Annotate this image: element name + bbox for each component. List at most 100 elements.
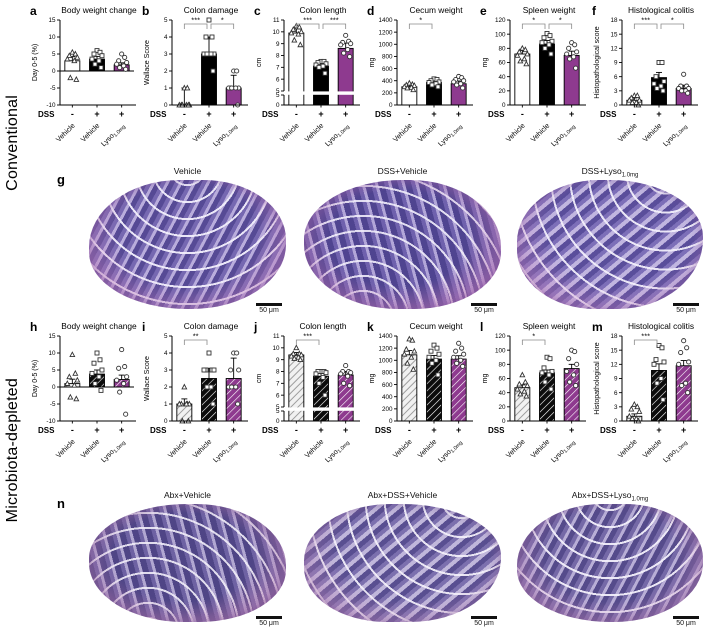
scale-bar-label: 50 μm: [676, 307, 696, 314]
panel-f-chart: f Histological colitis Histopathological s…: [590, 2, 702, 165]
svg-text:b: b: [142, 4, 149, 18]
chart-svg-h: h Body weight change Day 0-5 (%) -10 -5 0 5 10 1…: [30, 320, 137, 465]
svg-text:6: 6: [614, 390, 618, 397]
scale-bar: 50 μm: [256, 303, 282, 314]
svg-text:Vehicle: Vehicle: [278, 437, 301, 460]
svg-text:DSS: DSS: [38, 110, 55, 119]
svg-text:Lyso1.0mg: Lyso1.0mg: [323, 437, 351, 465]
svg-text:400: 400: [382, 78, 393, 85]
svg-text:*: *: [419, 16, 422, 25]
svg-text:40: 40: [498, 74, 506, 81]
scale-bar-line: [256, 616, 282, 619]
svg-text:+: +: [681, 425, 686, 435]
histology-title: Vehicle: [173, 166, 202, 176]
svg-text:Vehicle: Vehicle: [616, 121, 639, 144]
svg-text:Wallace Score: Wallace Score: [144, 40, 151, 85]
chart-svg-l: l Spleen weight mg 0 20 40 60 80 100 120 * DSS - + + Ve…: [480, 320, 586, 465]
svg-text:Lyso1.0mg: Lyso1.0mg: [661, 121, 689, 149]
svg-text:+: +: [94, 109, 99, 119]
svg-text:0: 0: [52, 384, 56, 391]
bar-k-1: [426, 358, 442, 422]
svg-text:10: 10: [272, 345, 280, 352]
scale-bar-line: [471, 303, 497, 306]
svg-text:Body weight change: Body weight change: [61, 5, 137, 15]
svg-text:15: 15: [610, 31, 618, 38]
svg-text:mg: mg: [482, 374, 489, 384]
histology-title: DSS+Lyso1.0mg: [581, 166, 639, 179]
svg-text:Vehicle: Vehicle: [166, 121, 189, 144]
chart-svg-f: f Histological colitis Histopathological s…: [592, 4, 698, 149]
svg-text:Vehicle: Vehicle: [504, 437, 527, 460]
svg-text:12: 12: [610, 46, 618, 53]
svg-text:80: 80: [498, 362, 506, 369]
scale-bar-label: 50 μm: [259, 307, 279, 314]
svg-text:Vehicle: Vehicle: [191, 437, 214, 460]
svg-text:-: -: [408, 425, 411, 435]
svg-text:+: +: [544, 425, 549, 435]
svg-text:60: 60: [498, 60, 506, 67]
chart-svg-c: c Colon length cm 0 55 6 7 8 9 10 11 *** *** DSS - + + Ve…: [254, 4, 360, 149]
chart-svg-k: k Cecum weight mg 0 200 400 600 800 1000 1200 1400…: [367, 320, 473, 465]
svg-text:6: 6: [276, 392, 280, 399]
svg-text:+: +: [656, 109, 661, 119]
svg-text:9: 9: [614, 60, 618, 67]
scale-bar-line: [471, 616, 497, 619]
chart-svg-a: a Body weight change Day 0-5 (%) -10 -5 0 5 10 1…: [30, 4, 137, 149]
svg-text:11: 11: [273, 333, 280, 340]
svg-text:+: +: [119, 425, 124, 435]
svg-text:120: 120: [495, 17, 506, 24]
svg-text:Vehicle: Vehicle: [391, 437, 414, 460]
svg-text:+: +: [94, 425, 99, 435]
bar-b-1: [201, 53, 217, 106]
svg-text:0: 0: [502, 102, 506, 109]
bar-b-2: [225, 87, 242, 106]
row-label-conventional: Conventional: [4, 95, 21, 191]
svg-text:DSS: DSS: [600, 110, 617, 119]
svg-text:3: 3: [614, 88, 618, 95]
tissue-section: [304, 504, 501, 622]
svg-text:0: 0: [502, 418, 506, 425]
histology-image-g-dss-vehicle: DSS+Vehicle 50 μm: [300, 166, 505, 315]
svg-text:+: +: [231, 109, 236, 119]
svg-text:15: 15: [610, 347, 618, 354]
svg-text:DSS: DSS: [488, 426, 505, 435]
panel-letter-n: n: [57, 496, 65, 511]
svg-text:1000: 1000: [378, 357, 393, 364]
svg-text:5: 5: [276, 404, 280, 411]
svg-text:Vehicle: Vehicle: [278, 121, 301, 144]
svg-text:Vehicle: Vehicle: [616, 437, 639, 460]
scale-bar: 50 μm: [471, 616, 497, 627]
svg-text:Lyso1.0mg: Lyso1.0mg: [99, 121, 127, 149]
svg-text:200: 200: [382, 90, 393, 97]
tissue-section: [517, 180, 703, 309]
svg-text:9: 9: [276, 41, 280, 48]
svg-text:12: 12: [610, 362, 618, 369]
svg-text:Vehicle: Vehicle: [303, 437, 326, 460]
svg-text:+: +: [343, 109, 348, 119]
scale-bar-line: [673, 616, 699, 619]
svg-text:Spleen weight: Spleen weight: [523, 321, 576, 331]
histology-title: DSS+Vehicle: [377, 166, 428, 176]
svg-text:*: *: [559, 16, 562, 25]
svg-text:15: 15: [48, 17, 56, 24]
svg-text:5: 5: [52, 367, 56, 374]
svg-text:DSS: DSS: [375, 426, 392, 435]
svg-text:-: -: [408, 109, 411, 119]
svg-text:Lyso1.0mg: Lyso1.0mg: [323, 121, 351, 149]
panel-h-chart: h Body weight change Day 0-5 (%) -10 -5 0 5 10 1…: [28, 318, 140, 481]
svg-text:Lyso1.0mg: Lyso1.0mg: [436, 121, 464, 149]
svg-text:h: h: [30, 320, 37, 334]
histology-image-n-abx-dss-lyso: Abx+DSS+Lyso1.0mg 50 μm: [513, 490, 707, 628]
svg-text:DSS: DSS: [38, 426, 55, 435]
svg-text:4: 4: [164, 34, 168, 41]
scale-bar: 50 μm: [673, 616, 699, 627]
svg-text:20: 20: [498, 88, 506, 95]
svg-text:2: 2: [164, 68, 168, 75]
svg-text:*: *: [532, 332, 535, 341]
svg-text:200: 200: [382, 406, 393, 413]
svg-text:Vehicle: Vehicle: [303, 121, 326, 144]
svg-text:-: -: [183, 109, 186, 119]
tissue-section: [517, 504, 703, 622]
svg-text:18: 18: [610, 17, 618, 24]
svg-text:0: 0: [164, 418, 168, 425]
